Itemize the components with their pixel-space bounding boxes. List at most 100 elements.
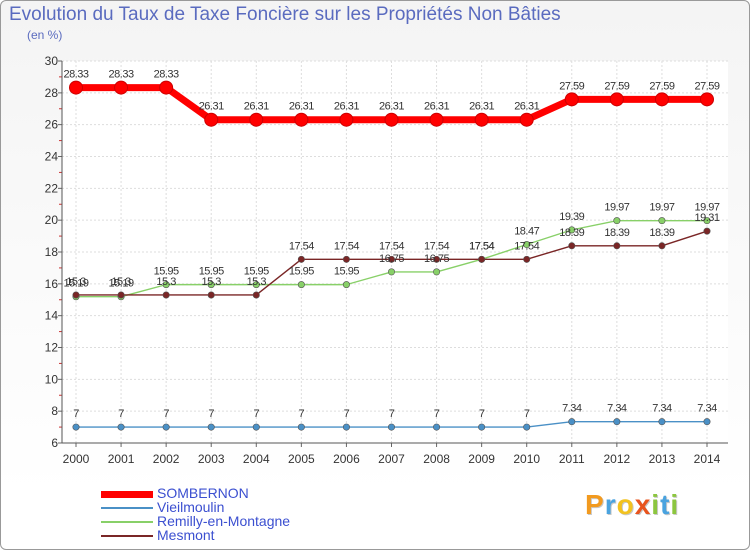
data-label: 26.31 [379,101,404,113]
y-tick-label: 18 [45,245,59,259]
x-tick-label: 2004 [243,452,270,466]
data-point [159,80,174,95]
data-point [342,423,350,431]
data-label: 15.95 [154,266,179,278]
data-label: 26.31 [469,101,494,113]
data-point [433,423,441,431]
legend-label-vieilmoulin: Vieilmoulin [157,499,225,515]
data-label: 26.31 [244,101,269,113]
data-label: 7 [479,408,485,420]
y-tick-label: 16 [45,277,59,291]
data-point [523,241,531,249]
data-point [297,281,305,289]
data-label: 15.3 [66,276,86,288]
data-label: 19.39 [559,211,584,223]
data-label: 7.34 [697,403,717,415]
data-point [613,242,621,250]
data-point [387,255,395,263]
data-point [523,423,531,431]
data-point [114,80,129,95]
y-tick-label: 20 [45,213,59,227]
data-label: 27.59 [559,80,584,92]
data-point [252,291,260,299]
data-point [703,418,711,426]
legend-label-sombernon: SOMBERNON [157,485,249,501]
data-point [700,92,714,107]
chart-subtitle: (en %) [27,28,63,42]
data-label: 7 [389,408,395,420]
data-point [387,423,395,431]
x-tick-label: 2003 [198,452,225,466]
data-point [568,418,576,426]
data-label: 15.3 [202,276,222,288]
data-label: 7.34 [652,403,672,415]
legend-swatch-remilly [101,521,153,523]
x-tick-label: 2002 [153,452,180,466]
data-point [297,255,305,263]
x-tick-label: 2014 [694,452,721,466]
data-label: 27.59 [649,80,674,92]
data-label: 15.95 [244,266,269,278]
data-label: 17.54 [424,240,449,252]
data-point [207,423,215,431]
legend-swatch-vieilmoulin [101,507,153,509]
data-label: 7 [434,408,440,420]
data-point [658,217,666,225]
data-label: 17.54 [514,240,539,252]
proxiti-logo: Proxiti [585,489,679,521]
x-tick-label: 2012 [604,452,631,466]
x-tick-label: 2007 [378,452,405,466]
data-point [613,217,621,225]
data-point [568,242,576,250]
data-label: 15.95 [199,266,224,278]
data-point [297,423,305,431]
data-point [294,112,309,127]
data-label: 19.97 [694,202,719,214]
data-point [523,255,531,263]
y-tick-label: 24 [45,150,59,164]
data-label: 28.33 [154,69,179,81]
x-tick-label: 2001 [108,452,135,466]
data-label: 27.59 [694,80,719,92]
data-label: 26.31 [424,101,449,113]
data-point [703,227,711,235]
data-point [342,255,350,263]
data-point [658,418,666,426]
data-point [478,423,486,431]
data-point [433,268,441,276]
data-label: 26.31 [199,101,224,113]
data-label: 18.39 [559,227,584,239]
data-point [72,423,80,431]
data-label: 15.19 [109,278,134,290]
legend-label-remilly: Remilly-en-Montagne [157,513,291,529]
data-label: 19.31 [694,212,719,224]
data-point [204,112,219,127]
data-point [162,291,170,299]
y-tick-label: 14 [45,309,59,323]
data-label: 17.54 [289,240,314,252]
data-point [252,281,260,289]
data-label: 7 [253,408,259,420]
logo-letter: x [634,489,652,520]
data-point [69,80,83,95]
legend-swatch-sombernon [101,491,153,498]
data-label: 19.97 [604,202,629,214]
y-tick-label: 12 [45,341,59,355]
data-label: 7 [73,408,79,420]
data-point [568,226,576,234]
data-label: 7 [208,408,214,420]
x-tick-label: 2010 [513,452,540,466]
data-label: 19.97 [649,202,674,214]
x-tick-label: 2000 [63,452,90,466]
y-tick-label: 30 [45,54,59,68]
data-label: 15.3 [111,276,131,288]
data-label: 15.95 [289,266,314,278]
chart-title: Evolution du Taux de Taxe Foncière sur l… [9,4,561,25]
data-point [703,217,711,225]
data-point [658,242,666,250]
data-label: 26.31 [514,101,539,113]
data-label: 27.59 [604,80,629,92]
data-label: 28.33 [63,69,88,81]
data-point [654,92,669,107]
